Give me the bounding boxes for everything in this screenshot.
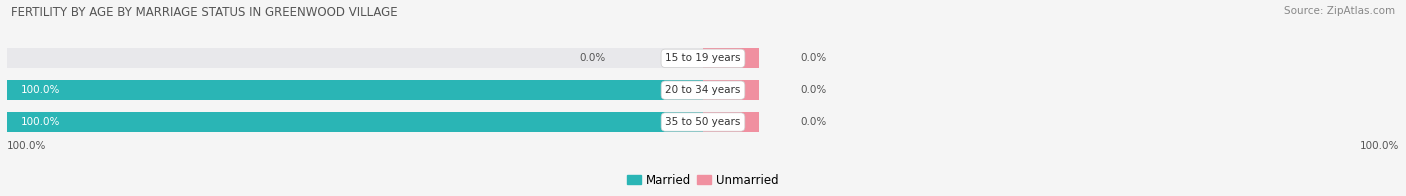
Text: 35 to 50 years: 35 to 50 years [665,117,741,127]
Text: FERTILITY BY AGE BY MARRIAGE STATUS IN GREENWOOD VILLAGE: FERTILITY BY AGE BY MARRIAGE STATUS IN G… [11,6,398,19]
Legend: Married, Unmarried: Married, Unmarried [623,169,783,191]
Text: 0.0%: 0.0% [800,53,827,63]
Bar [7,80,703,100]
Bar [703,80,759,100]
Bar [7,80,703,100]
Text: 100.0%: 100.0% [21,117,60,127]
Bar [7,112,703,132]
Text: 100.0%: 100.0% [7,141,46,151]
Bar [7,48,703,68]
Bar [7,112,703,132]
Bar [703,48,724,68]
Text: 0.0%: 0.0% [800,117,827,127]
Text: 100.0%: 100.0% [1360,141,1399,151]
Text: 100.0%: 100.0% [21,85,60,95]
Text: 0.0%: 0.0% [800,85,827,95]
Text: Source: ZipAtlas.com: Source: ZipAtlas.com [1284,6,1395,16]
Text: 20 to 34 years: 20 to 34 years [665,85,741,95]
Bar [703,112,759,132]
Text: 0.0%: 0.0% [579,53,606,63]
Bar [703,48,759,68]
Text: 15 to 19 years: 15 to 19 years [665,53,741,63]
